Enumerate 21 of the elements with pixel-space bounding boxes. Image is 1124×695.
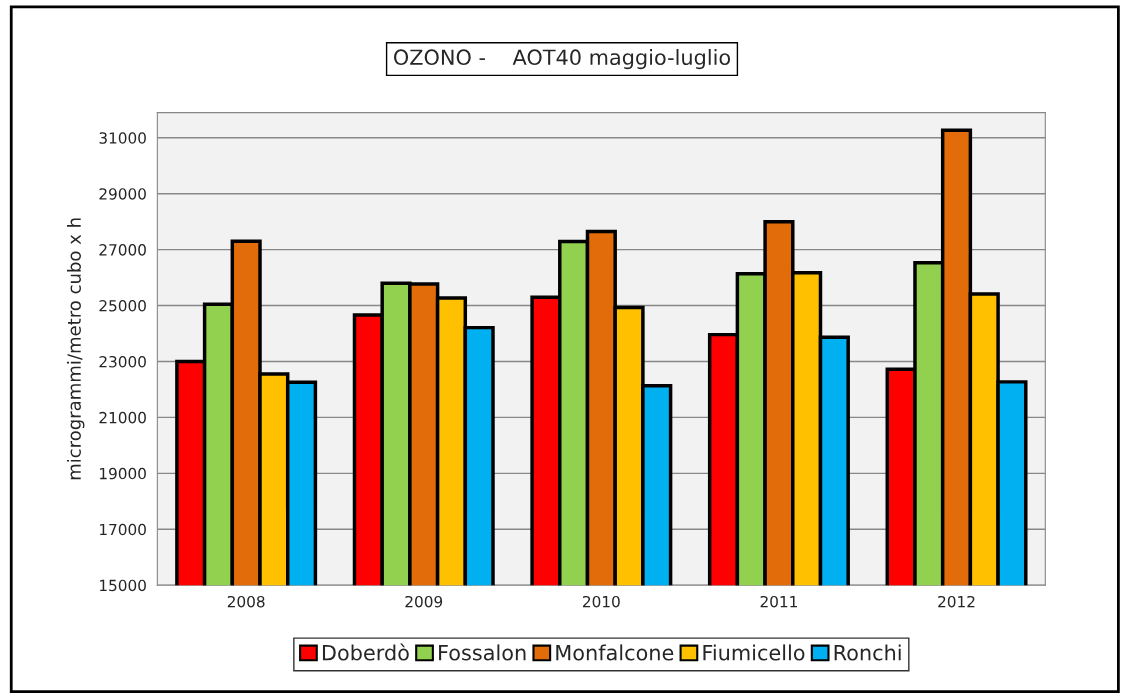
legend-label: Fossalon [439, 644, 526, 661]
legend-label: Monfalcone [556, 644, 674, 661]
legend-label: Fiumicello [703, 644, 805, 661]
x-tick-label: 2012 [938, 595, 975, 608]
y-tick-label: 21000 [99, 411, 146, 424]
y-tick-label: 15000 [100, 579, 146, 592]
y-tick-label: 31000 [99, 132, 146, 144]
legend-label: Ronchi [834, 644, 901, 661]
x-tick-label: 2011 [760, 595, 797, 608]
x-tick-label: 2008 [227, 595, 265, 608]
y-tick-label: 25000 [99, 300, 146, 312]
x-tick-label: 2009 [405, 595, 443, 608]
y-tick-label: 17000 [100, 523, 146, 536]
legend-label: Doberdò [322, 643, 409, 661]
y-axis-title: microgrammi/metro cubo x h [66, 218, 85, 480]
y-tick-label: 27000 [99, 244, 146, 256]
chart-title: OZONO - AOT40 maggio-luglio [394, 48, 731, 70]
y-tick-label: 23000 [99, 355, 146, 368]
y-tick-label: 29000 [99, 188, 146, 200]
x-tick-label: 2010 [583, 595, 620, 608]
y-tick-label: 19000 [100, 467, 146, 480]
